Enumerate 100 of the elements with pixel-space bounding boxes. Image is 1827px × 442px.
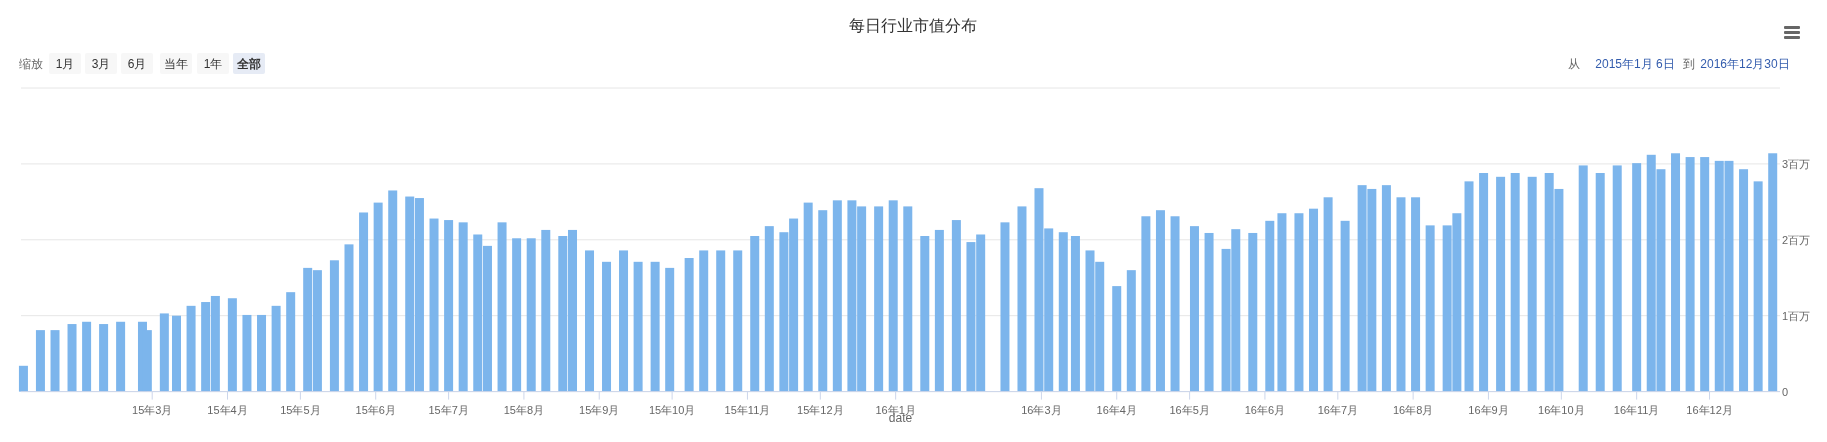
bar [1612, 165, 1622, 392]
bar [1294, 213, 1304, 392]
bar [716, 250, 726, 392]
bar [585, 250, 595, 392]
bar [1155, 210, 1165, 392]
text: 当年 [164, 57, 188, 71]
bar [951, 220, 961, 392]
bar [803, 202, 813, 392]
y-tick-label: 1百万 [1782, 309, 1811, 322]
x-tick-label: 16年4月 [1096, 403, 1137, 416]
bar [1411, 197, 1421, 392]
bar [82, 321, 92, 392]
bar [665, 267, 675, 392]
text: 2016年12月30日 [1700, 57, 1790, 71]
bar [1141, 216, 1151, 392]
bar [18, 365, 28, 392]
bar [1017, 206, 1027, 392]
bar [1753, 181, 1763, 392]
bar [1595, 173, 1605, 392]
bar [1126, 270, 1136, 392]
bar [699, 250, 709, 392]
bar [67, 324, 77, 392]
bar [1204, 232, 1214, 392]
bar [1768, 153, 1778, 392]
bar [1671, 153, 1681, 392]
bar [1700, 157, 1710, 392]
bar [832, 200, 842, 392]
x-tick-label: 15年6月 [355, 403, 396, 416]
bar [602, 261, 612, 392]
bar [512, 238, 522, 392]
bar [934, 229, 944, 392]
bar [1396, 197, 1406, 392]
bar [1496, 176, 1506, 392]
bar [903, 206, 913, 392]
bar [257, 314, 267, 392]
bar [684, 258, 694, 392]
bar [329, 260, 339, 392]
bar [1058, 232, 1068, 392]
text: 缩放 [19, 57, 43, 71]
x-tick-label: 15年9月 [579, 403, 620, 416]
bar [1479, 173, 1489, 392]
x-tick-label: 15年3月 [132, 403, 173, 416]
x-tick-label: 16年3月 [1021, 403, 1062, 416]
text: 1月 [55, 57, 75, 71]
bar [1112, 286, 1122, 392]
bar [242, 314, 252, 392]
x-tick-label: 15年4月 [207, 403, 248, 416]
x-tick-label: 16年5月 [1169, 403, 1210, 416]
bar [1309, 208, 1319, 392]
bar [344, 244, 354, 392]
bar [359, 212, 369, 392]
bar [541, 229, 551, 392]
bar [888, 200, 898, 392]
bar [271, 305, 281, 392]
x-tick-label: 16年11月 [1613, 403, 1660, 416]
text: 从 [1568, 57, 1580, 71]
x-tick-label: 15年11月 [724, 403, 771, 416]
bar [764, 226, 774, 392]
bar [920, 236, 930, 392]
bar [1277, 213, 1287, 392]
bar [1070, 236, 1080, 392]
bar [818, 210, 828, 392]
x-tick-label: 16年7月 [1317, 403, 1358, 416]
bar [1527, 176, 1537, 392]
bar [874, 206, 884, 392]
bar [388, 190, 398, 392]
x-tick-label: 15年12月 [797, 403, 844, 416]
bar [1189, 226, 1199, 392]
y-tick-label: 3百万 [1782, 157, 1811, 170]
x-tick-label: 16年10月 [1538, 403, 1585, 416]
bar [1265, 220, 1275, 392]
bar [35, 330, 45, 392]
bar [526, 238, 536, 392]
x-tick-label: 16年12月 [1686, 403, 1733, 416]
x-tick-label: 15年7月 [428, 403, 469, 416]
x-tick-label: 16年8月 [1392, 403, 1434, 416]
bar [227, 298, 237, 392]
bar [1425, 225, 1435, 392]
bar [750, 236, 760, 392]
bar [733, 250, 743, 392]
x-tick-label: 15年5月 [280, 403, 321, 416]
bar [497, 222, 507, 392]
bar [116, 321, 126, 392]
x-tick-label: 15年10月 [648, 403, 696, 416]
y-tick-label: 2百万 [1782, 233, 1811, 246]
bar [1510, 173, 1520, 392]
bar [1170, 216, 1180, 392]
bar [458, 222, 468, 392]
bar [286, 292, 296, 392]
bar [1578, 165, 1588, 392]
bar [99, 324, 109, 392]
bar [619, 250, 629, 392]
bar [429, 218, 439, 392]
x-tick-label: 15年8月 [503, 403, 545, 416]
bar [1248, 232, 1258, 392]
y-tick-label: 0 [1782, 385, 1789, 398]
bar [1739, 169, 1749, 392]
bar [1323, 197, 1333, 392]
bar [186, 305, 196, 392]
bar [1464, 181, 1474, 392]
